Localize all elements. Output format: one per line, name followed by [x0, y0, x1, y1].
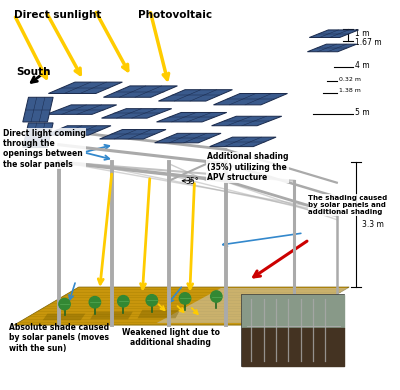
Circle shape: [179, 293, 191, 304]
Text: Photovoltaic: Photovoltaic: [138, 10, 212, 20]
Polygon shape: [212, 116, 282, 126]
Circle shape: [211, 291, 222, 302]
Polygon shape: [210, 137, 276, 147]
Text: South: South: [16, 67, 51, 76]
Text: 35°: 35°: [185, 177, 199, 186]
Polygon shape: [158, 90, 232, 101]
Text: Weakened light due to
additional shading: Weakened light due to additional shading: [122, 328, 220, 347]
FancyBboxPatch shape: [242, 294, 344, 366]
Text: Additional shading
(35%) utilizing the
APV structure: Additional shading (35%) utilizing the A…: [207, 152, 288, 182]
Text: Direct sunlight: Direct sunlight: [14, 10, 102, 20]
Text: 3.3 m: 3.3 m: [362, 220, 384, 229]
Polygon shape: [104, 86, 178, 97]
Polygon shape: [43, 314, 85, 320]
Polygon shape: [23, 97, 53, 122]
Polygon shape: [214, 94, 288, 105]
Text: 1 m: 1 m: [355, 29, 369, 38]
Text: Direct light coming
through the
openings between
the solar panels: Direct light coming through the openings…: [3, 129, 86, 169]
Polygon shape: [44, 126, 111, 135]
Circle shape: [89, 296, 100, 308]
Polygon shape: [46, 105, 117, 114]
Text: Absolute shade caused
by solar panels (moves
with the sun): Absolute shade caused by solar panels (m…: [10, 323, 110, 353]
Text: 1.38 m: 1.38 m: [339, 88, 360, 93]
Circle shape: [118, 296, 129, 307]
Polygon shape: [155, 133, 221, 143]
Polygon shape: [309, 30, 359, 37]
Text: The shading caused
by solar panels and
additional shading: The shading caused by solar panels and a…: [308, 195, 388, 215]
Polygon shape: [14, 287, 349, 325]
Polygon shape: [90, 312, 133, 319]
Polygon shape: [156, 112, 227, 122]
Polygon shape: [100, 129, 166, 139]
Polygon shape: [138, 310, 180, 318]
Circle shape: [59, 298, 70, 310]
Polygon shape: [307, 44, 357, 52]
Text: 1.67 m: 1.67 m: [355, 39, 382, 48]
Circle shape: [146, 294, 158, 306]
Polygon shape: [23, 123, 53, 147]
Text: 0.32 m: 0.32 m: [339, 77, 361, 82]
Text: 5 m: 5 m: [355, 108, 370, 117]
Polygon shape: [48, 82, 122, 94]
Text: 4 m: 4 m: [355, 60, 370, 69]
Polygon shape: [156, 288, 349, 323]
Polygon shape: [102, 109, 172, 118]
